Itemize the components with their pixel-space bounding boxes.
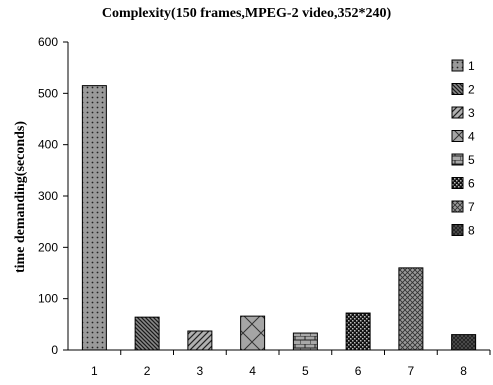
chart-title: Complexity(150 frames,MPEG-2 video,352*2… xyxy=(101,6,392,21)
legend-swatch-7 xyxy=(451,200,464,213)
legend-label: 8 xyxy=(468,224,475,238)
bar-7 xyxy=(398,267,424,351)
bar-1 xyxy=(81,85,107,351)
x-tick-label: 4 xyxy=(249,364,256,378)
legend-label: 2 xyxy=(468,83,475,97)
legend: 1 2 3 4 5 6 7 8 xyxy=(451,59,475,238)
legend-label: 6 xyxy=(468,177,475,191)
bar-5 xyxy=(292,332,318,351)
legend-label: 5 xyxy=(468,153,475,167)
y-tick-label: 100 xyxy=(38,292,58,306)
y-tick-label: 600 xyxy=(38,35,58,49)
legend-swatch-6 xyxy=(451,177,464,189)
bar-2 xyxy=(134,316,160,351)
x-axis: 1 2 3 4 5 6 7 8 xyxy=(91,350,491,378)
legend-label: 4 xyxy=(468,130,475,144)
y-tick-label: 300 xyxy=(38,189,58,203)
y-tick-label: 400 xyxy=(38,138,58,152)
y-tick-label: 500 xyxy=(38,86,58,100)
legend-swatch-8 xyxy=(451,224,464,236)
bar-4 xyxy=(240,315,266,351)
y-axis-label: time demanding(seconds) xyxy=(13,121,28,273)
legend-label: 7 xyxy=(468,200,475,214)
x-tick-label: 1 xyxy=(91,364,98,378)
x-tick-label: 7 xyxy=(408,364,415,378)
y-tick-label: 200 xyxy=(38,240,58,254)
bar-8 xyxy=(451,334,477,351)
y-axis: 0 100 200 300 400 500 600 xyxy=(38,35,68,357)
legend-swatch-4 xyxy=(451,130,464,142)
x-tick-label: 5 xyxy=(302,364,309,378)
x-tick-label: 3 xyxy=(197,364,204,378)
bar-6 xyxy=(345,312,371,351)
legend-swatch-3 xyxy=(451,106,464,119)
y-tick-label: 0 xyxy=(51,343,58,357)
legend-swatch-1 xyxy=(451,59,464,72)
x-tick-label: 2 xyxy=(144,364,151,378)
bars xyxy=(81,85,477,351)
legend-swatch-5 xyxy=(451,153,464,166)
x-tick-label: 8 xyxy=(460,364,467,378)
legend-swatch-2 xyxy=(451,83,464,95)
legend-label: 1 xyxy=(468,59,475,73)
legend-label: 3 xyxy=(468,106,475,120)
bar-3 xyxy=(187,330,213,351)
x-tick-label: 6 xyxy=(355,364,362,378)
